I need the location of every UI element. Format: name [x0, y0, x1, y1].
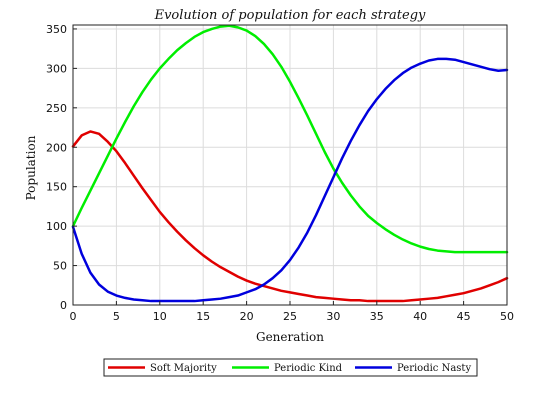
y-tick-label: 0 [60, 299, 67, 312]
x-tick-label: 40 [413, 310, 427, 323]
x-tick-label: 35 [370, 310, 384, 323]
series-layer [71, 24, 509, 303]
series-line-periodic-nasty [71, 57, 509, 303]
y-axis-label: Population [24, 135, 38, 200]
y-tick-label: 100 [46, 220, 67, 233]
axis-ticks: 0 5 10 15 20 25 30 35 40 45 50 0 50 100 150 200 250 300 35… [46, 23, 514, 323]
y-tick-label: 150 [46, 181, 67, 194]
chart-title: Evolution of population for each strateg… [154, 8, 426, 23]
x-tick-label: 10 [153, 310, 167, 323]
x-tick-label: 20 [240, 310, 254, 323]
legend-label-periodic-kind: Periodic Kind [274, 363, 343, 374]
x-tick-label: 30 [326, 310, 340, 323]
y-tick-label: 350 [46, 23, 67, 36]
grid [72, 25, 508, 306]
legend-items: Soft Majority Periodic Kind Periodic Nasty [108, 363, 471, 374]
series-line-soft-majority [71, 130, 509, 303]
x-tick-label: 50 [500, 310, 514, 323]
x-tick-label: 0 [70, 310, 77, 323]
y-tick-label: 200 [46, 141, 67, 154]
legend-box [103, 358, 478, 377]
y-tick-label: 250 [46, 102, 67, 115]
x-tick-label: 15 [196, 310, 210, 323]
y-tick-label: 50 [53, 260, 67, 273]
series-line-periodic-kind [71, 24, 509, 254]
x-tick-label: 45 [457, 310, 471, 323]
legend-label-soft-majority: Soft Majority [150, 363, 217, 374]
y-tick-label: 300 [46, 62, 67, 75]
x-tick-label: 5 [113, 310, 120, 323]
legend-label-periodic-nasty: Periodic Nasty [397, 363, 471, 374]
legend: Soft Majority Periodic Kind Periodic Nasty [103, 358, 478, 377]
x-axis-label: Generation [256, 330, 324, 344]
x-tick-label: 25 [283, 310, 297, 323]
